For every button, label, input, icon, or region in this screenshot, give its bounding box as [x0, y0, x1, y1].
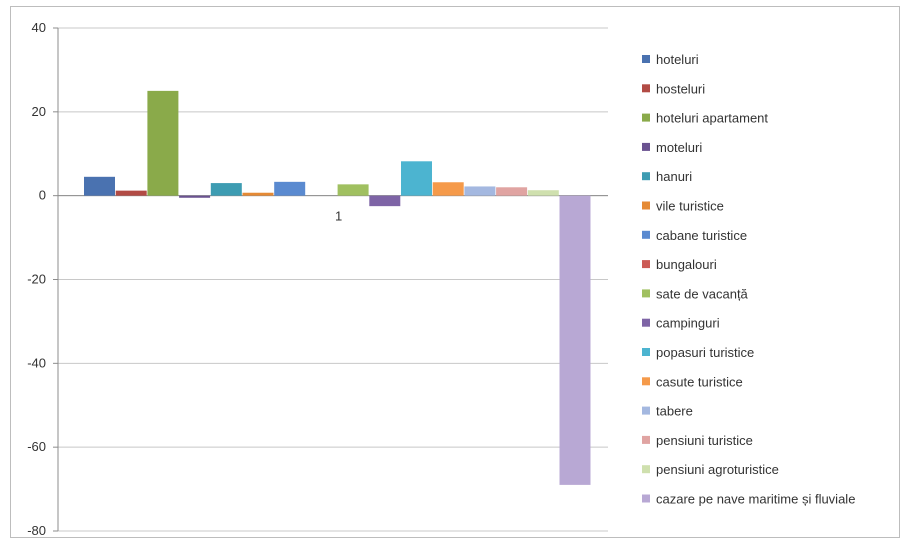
legend-swatch: [642, 406, 650, 415]
bar: [115, 190, 147, 196]
bar: [432, 182, 464, 196]
bar: [242, 192, 274, 196]
legend-label: cabane turistice: [656, 228, 747, 243]
legend-swatch: [642, 84, 650, 93]
legend-label: moteluri: [656, 140, 702, 155]
legend-label: tabere: [656, 404, 693, 419]
legend-swatch: [642, 494, 650, 503]
legend-swatch: [642, 377, 650, 386]
legend-swatch: [642, 348, 650, 356]
legend-swatch: [642, 318, 650, 327]
legend-swatch: [642, 142, 650, 151]
bar: [179, 195, 211, 198]
legend-label: bungalouri: [656, 257, 717, 272]
legend-swatch: [642, 55, 650, 63]
legend-label: casute turistice: [656, 374, 743, 389]
y-tick-label: -60: [27, 439, 46, 454]
y-tick-label: 0: [39, 188, 46, 203]
bars: [84, 90, 591, 485]
bar: [274, 181, 306, 196]
legend-swatch: [642, 465, 650, 474]
legend-swatch: [642, 172, 650, 181]
legend-swatch: [642, 435, 650, 444]
legend-label: campinguri: [656, 316, 720, 331]
bar: [527, 190, 559, 196]
legend-label: hosteluri: [656, 81, 705, 96]
legend-label: vile turistice: [656, 199, 724, 214]
legend-swatch: [642, 260, 650, 269]
bar: [559, 195, 591, 485]
legend-label: hanuri: [656, 169, 692, 184]
legend-label: sate de vacanță: [656, 286, 749, 301]
x-category-label: 1: [335, 209, 342, 224]
legend-swatch: [642, 289, 650, 298]
gridlines: [58, 27, 608, 532]
legend-label: pensiuni agroturistice: [656, 462, 779, 477]
legend-label: hoteluri: [656, 52, 699, 67]
legend-label: cazare pe nave maritime și fluviale: [656, 492, 855, 507]
legend-label: pensiuni turistice: [656, 433, 753, 448]
bar: [210, 183, 242, 196]
legend-swatch: [642, 113, 650, 122]
legend: hoteluri hosteluri hoteluri apartament mote…: [642, 52, 855, 507]
bar: [84, 176, 115, 196]
bar: [337, 184, 369, 196]
bar: [147, 90, 179, 196]
y-axis: 40 20 0 -20 -40 -60 -80: [27, 20, 608, 538]
legend-swatch: [642, 201, 650, 210]
y-tick-label: 20: [32, 104, 46, 119]
legend-swatch: [642, 230, 650, 239]
bar: [496, 187, 528, 196]
bar: [401, 161, 432, 196]
y-tick-label: -40: [27, 355, 46, 370]
chart-frame: [10, 6, 900, 538]
bar: [369, 195, 401, 207]
legend-label: hoteluri apartament: [656, 111, 768, 126]
y-tick-label: -20: [27, 272, 46, 287]
x-axis-labels: 1: [335, 209, 342, 224]
y-tick-label: 40: [32, 20, 46, 35]
y-tick-label: -80: [27, 523, 46, 538]
bar: [464, 186, 496, 196]
legend-label: popasuri turistice: [656, 345, 754, 360]
